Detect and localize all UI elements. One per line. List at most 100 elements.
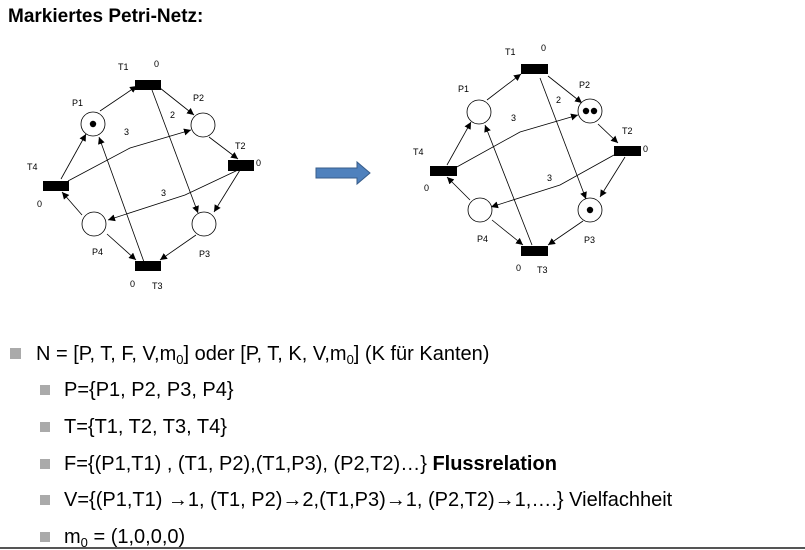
transition-arrow: [315, 160, 371, 186]
label-t2: T2: [622, 126, 633, 136]
arc-t1-p3: [151, 89, 199, 214]
arc-t3-p1: [484, 124, 533, 246]
flow-bold-label: Flussrelation: [432, 453, 557, 475]
label-p1: P1: [458, 84, 469, 94]
places-text: P={P1, P2, P3, P4}: [64, 379, 234, 401]
page-title: Markiertes Petri-Netz:: [8, 6, 204, 27]
token: [89, 120, 97, 128]
n-def-sub2: 0: [346, 352, 354, 367]
place-p4: [81, 211, 107, 237]
weight-t1-p2: 2: [556, 95, 561, 105]
transition-t3: [521, 246, 548, 256]
place-p1: [466, 99, 492, 125]
mark-t1: 0: [541, 43, 546, 53]
arc-p1-t1: [486, 73, 522, 101]
bullet-n-definition: N = [P, T, F, V,m0] oder [P, T, K, V,m0]…: [36, 342, 489, 366]
bullet-square: [40, 495, 50, 505]
label-t4: T4: [27, 162, 38, 172]
label-p4: P4: [477, 234, 488, 244]
transition-t1: [521, 64, 548, 74]
n-def-part1: N = [P, T, F, V,m: [36, 343, 177, 365]
label-p3: P3: [199, 249, 210, 259]
n-def-sub1: 0: [176, 352, 184, 367]
tokens-net2-p3: [586, 206, 594, 214]
multiplicity-text: V={(P1,T1) →1, (T1, P2)→2,(T1,P3)→1, (P2…: [64, 489, 673, 511]
bullet-transitions: T={T1, T2, T3, T4}: [64, 415, 227, 439]
arc-t1-p3: [539, 77, 587, 200]
transition-t4: [43, 181, 69, 191]
place-p2: [577, 98, 603, 124]
bullet-flow-relation: F={(P1,T1) , (T1, P2),(T1,P3), (P2,T2)…}…: [64, 452, 557, 476]
place-p2: [190, 112, 216, 138]
m0-pre: m: [64, 526, 81, 548]
tokens-net2-p2: [582, 107, 598, 115]
arc-t4-p1: [446, 121, 472, 166]
label-p2: P2: [579, 80, 590, 90]
petri-net-after-firing: T1 0 T2 0 0 T3 T4 0 P1 P2 P3 P4 2 3 3: [413, 43, 648, 275]
tokens-net1-p1: [89, 120, 97, 128]
arc-p3-t3: [547, 220, 584, 246]
mark-t3: 0: [130, 279, 135, 289]
arc-t4-p2: [67, 128, 192, 182]
mark-t4: 0: [37, 199, 42, 209]
label-t4: T4: [413, 147, 424, 157]
transitions-text: T={T1, T2, T3, T4}: [64, 416, 227, 438]
transition-t2: [614, 146, 641, 156]
arc-t4-p2: [454, 113, 579, 169]
label-p4: P4: [92, 247, 103, 257]
bullet-square: [10, 348, 21, 359]
transition-t4: [430, 166, 457, 176]
arc-p4-t4: [446, 176, 471, 201]
n-def-part2: ] oder [P, T, K, V,m: [183, 343, 347, 365]
label-t1: T1: [505, 47, 516, 57]
arc-t4-p1: [60, 133, 87, 180]
weight-t2-p4: 3: [547, 173, 552, 183]
mark-t4: 0: [424, 183, 429, 193]
bullet-square: [40, 459, 50, 469]
flow-text: F={(P1,T1) , (T1, P2),(T1,P3), (P2,T2)…}: [64, 453, 427, 475]
bullet-places: P={P1, P2, P3, P4}: [64, 378, 234, 402]
arc-t1-p2: [547, 75, 583, 104]
label-t2: T2: [235, 141, 246, 151]
label-t1: T1: [118, 62, 129, 72]
label-p3: P3: [584, 235, 595, 245]
weight-t1-p2: 2: [170, 110, 175, 120]
weight-t4-p2: 3: [124, 127, 129, 137]
petri-net-initial: T1 0 T2 0 0 T3 T4 0 P1 P2 P3 P4 2 3 3: [27, 59, 261, 291]
label-p2: P2: [193, 93, 204, 103]
label-p1: P1: [72, 98, 83, 108]
token: [582, 107, 590, 115]
arc-p3-t3: [159, 234, 197, 261]
label-t3: T3: [152, 281, 163, 291]
transition-t3: [135, 261, 161, 271]
arc-p1-t1: [99, 85, 138, 112]
m0-sub: 0: [80, 535, 88, 550]
weight-t4-p2: 3: [511, 113, 516, 123]
weight-t2-p4: 3: [161, 188, 166, 198]
arc-t3-p1: [98, 136, 145, 263]
arc-p4-t3: [106, 233, 137, 261]
bullet-square: [40, 422, 50, 432]
mark-t2: 0: [256, 158, 261, 168]
token: [590, 107, 598, 115]
arc-t1-p2: [159, 87, 195, 116]
bullet-square: [40, 532, 50, 542]
arc-p4-t3: [491, 219, 524, 246]
bullet-square: [40, 385, 50, 395]
bullet-multiplicity: V={(P1,T1) →1, (T1, P2)→2,(T1,P3)→1, (P2…: [64, 488, 672, 512]
arc-t2-p4: [107, 169, 239, 222]
mark-t1: 0: [154, 59, 159, 69]
petri-net-diagram: T1 0 T2 0 0 T3 T4 0 P1 P2 P3 P4 2 3 3: [27, 43, 648, 291]
m0-post: = (1,0,0,0): [87, 526, 186, 548]
transition-t2: [228, 160, 254, 171]
n-def-part3: ] (K für Kanten): [353, 343, 490, 365]
token: [586, 206, 594, 214]
arc-t2-p3: [599, 156, 626, 198]
transition-t1: [135, 80, 161, 90]
arc-p4-t4: [61, 191, 83, 216]
arc-p2-t2: [208, 136, 239, 160]
place-p3: [191, 211, 217, 237]
mark-t3: 0: [516, 263, 521, 273]
label-t3: T3: [537, 265, 548, 275]
mark-t2: 0: [643, 144, 648, 154]
